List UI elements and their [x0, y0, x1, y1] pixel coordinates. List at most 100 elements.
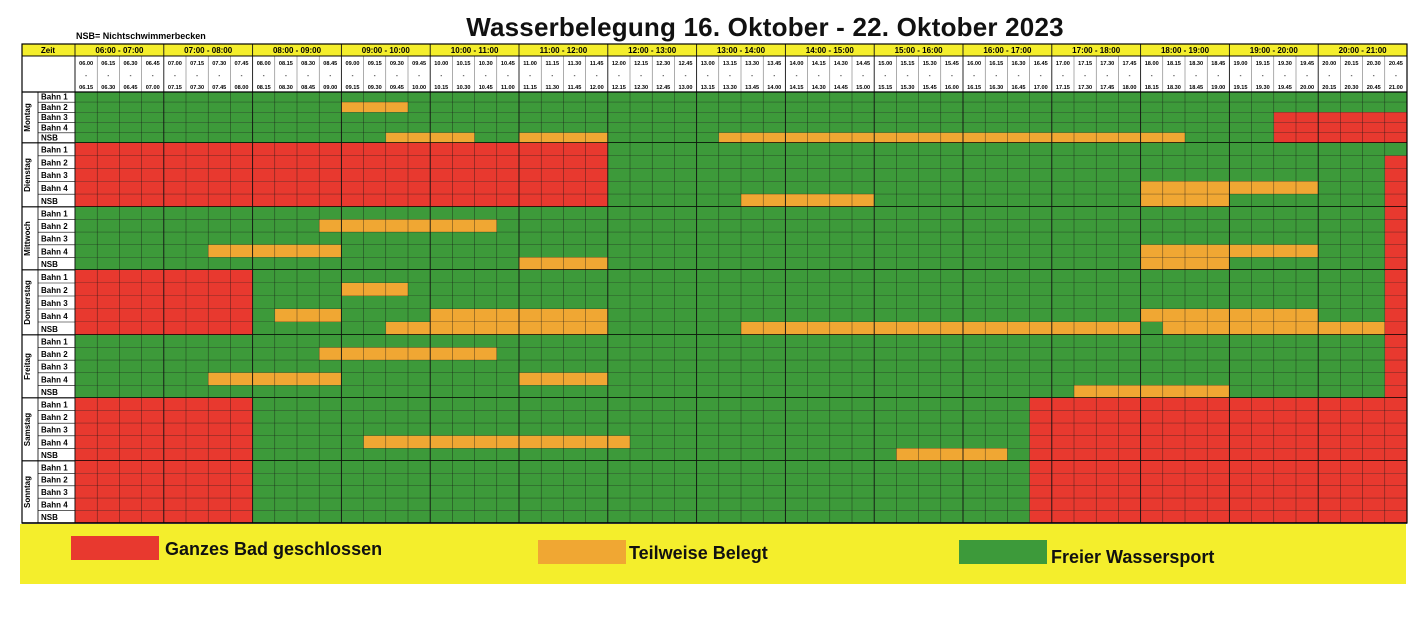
- legend: Ganzes Bad geschlossen Teilweise Belegt Fr…: [20, 524, 1406, 584]
- slot-end: 10.45: [479, 85, 493, 91]
- slot-start: 19.30: [1278, 61, 1292, 67]
- slot-start: 20.15: [1345, 61, 1359, 67]
- booking-cell: [274, 309, 342, 322]
- slot-dash: -: [152, 73, 154, 79]
- slot-dash: -: [263, 73, 265, 79]
- slot-dash: -: [574, 73, 576, 79]
- slot-dash: -: [640, 73, 642, 79]
- slot-end: 11.45: [568, 85, 582, 91]
- slot-dash: -: [352, 73, 354, 79]
- time-label: Zeit: [41, 46, 56, 55]
- hour-label: 14:00 - 15:00: [806, 46, 855, 55]
- slot-dash: -: [818, 73, 820, 79]
- legend-swatch-O: [538, 540, 626, 564]
- slot-dash: -: [551, 73, 553, 79]
- slot-start: 09.15: [368, 61, 382, 67]
- slot-start: 18.45: [1211, 61, 1225, 67]
- slot-dash: -: [107, 73, 109, 79]
- nsb-note: NSB= Nichtschwimmerbecken: [76, 31, 206, 41]
- booking-cell: [252, 498, 1030, 511]
- slot-end: 08.45: [301, 85, 315, 91]
- slot-start: 12.00: [612, 61, 626, 67]
- slot-start: 19.00: [1234, 61, 1248, 67]
- slot-end: 16.45: [1012, 85, 1026, 91]
- slot-end: 20.00: [1300, 85, 1314, 91]
- slot-start: 17.00: [1056, 61, 1070, 67]
- slot-start: 19.45: [1300, 61, 1314, 67]
- slot-start: 13.30: [745, 61, 759, 67]
- slot-start: 12.15: [634, 61, 648, 67]
- schedule-grid: Zeit 06:00 - 07:00 07:00 - 08:00 08:00 - 09…: [21, 43, 1408, 524]
- booking-cell: [1384, 335, 1407, 348]
- slot-dash: -: [485, 73, 487, 79]
- slot-start: 18.30: [1189, 61, 1203, 67]
- slot-dash: -: [596, 73, 598, 79]
- hour-label: 19:00 - 20:00: [1250, 46, 1299, 55]
- day-label: Mittwoch: [23, 221, 32, 256]
- booking-cell: [1384, 207, 1407, 220]
- slot-dash: -: [285, 73, 287, 79]
- row-label: Bahn 2: [41, 158, 68, 167]
- row-label: Bahn 1: [41, 273, 68, 282]
- slot-end: 06.30: [101, 85, 115, 91]
- slot-dash: -: [862, 73, 864, 79]
- hour-label: 16:00 - 17:00: [983, 46, 1032, 55]
- booking-cell: [1029, 510, 1407, 523]
- slot-dash: -: [1395, 73, 1397, 79]
- slot-dash: -: [130, 73, 132, 79]
- slot-start: 06.15: [101, 61, 115, 67]
- row-label: NSB: [41, 513, 58, 522]
- slot-end: 09.15: [346, 85, 360, 91]
- slot-end: 19.45: [1278, 85, 1292, 91]
- row-label: NSB: [41, 388, 58, 397]
- slot-dash: -: [1018, 73, 1020, 79]
- booking-cell: [1074, 385, 1230, 398]
- slot-dash: -: [1351, 73, 1353, 79]
- hour-label: 17:00 - 18:00: [1072, 46, 1121, 55]
- booking-cell: [252, 510, 1030, 523]
- slot-end: 15.45: [923, 85, 937, 91]
- slot-end: 17.15: [1056, 85, 1070, 91]
- slot-end: 20.30: [1345, 85, 1359, 91]
- hour-label: 20:00 - 21:00: [1339, 46, 1388, 55]
- day-label: Sonntag: [23, 476, 32, 508]
- slot-start: 10.00: [434, 61, 448, 67]
- slot-end: 08.00: [235, 85, 249, 91]
- slot-dash: -: [1240, 73, 1242, 79]
- slot-dash: -: [396, 73, 398, 79]
- hour-label: 11:00 - 12:00: [540, 46, 588, 55]
- slot-end: 13.30: [723, 85, 737, 91]
- slot-start: 08.45: [323, 61, 337, 67]
- slot-start: 07.30: [212, 61, 226, 67]
- slot-start: 07.15: [190, 61, 204, 67]
- slot-start: 08.30: [301, 61, 315, 67]
- slot-end: 16.15: [967, 85, 981, 91]
- slot-dash: -: [329, 73, 331, 79]
- slot-start: 10.15: [457, 61, 471, 67]
- slot-start: 07.00: [168, 61, 182, 67]
- booking-cell: [75, 347, 320, 361]
- slot-start: 15.00: [878, 61, 892, 67]
- row-label: Bahn 2: [41, 222, 68, 231]
- slot-dash: -: [1062, 73, 1064, 79]
- row-label: NSB: [41, 451, 58, 460]
- slot-end: 17.45: [1100, 85, 1114, 91]
- slot-start: 19.15: [1256, 61, 1270, 67]
- day-label-box: [21, 142, 76, 208]
- booking-cell: [1318, 309, 1385, 322]
- booking-cell: [1229, 257, 1385, 270]
- booking-cell: [1318, 181, 1385, 195]
- booking-cell: [1384, 270, 1407, 283]
- slot-end: 06.45: [124, 85, 138, 91]
- slot-start: 06.30: [124, 61, 138, 67]
- slot-end: 09.45: [390, 85, 404, 91]
- booking-cell: [341, 283, 408, 296]
- booking-cell: [252, 296, 1385, 309]
- slot-start: 14.30: [834, 61, 848, 67]
- row-label: Bahn 1: [41, 93, 68, 102]
- slot-start: 06.00: [79, 61, 93, 67]
- slot-dash: -: [440, 73, 442, 79]
- slot-dash: -: [1106, 73, 1108, 79]
- slot-start: 14.00: [790, 61, 804, 67]
- slot-end: 14.45: [834, 85, 848, 91]
